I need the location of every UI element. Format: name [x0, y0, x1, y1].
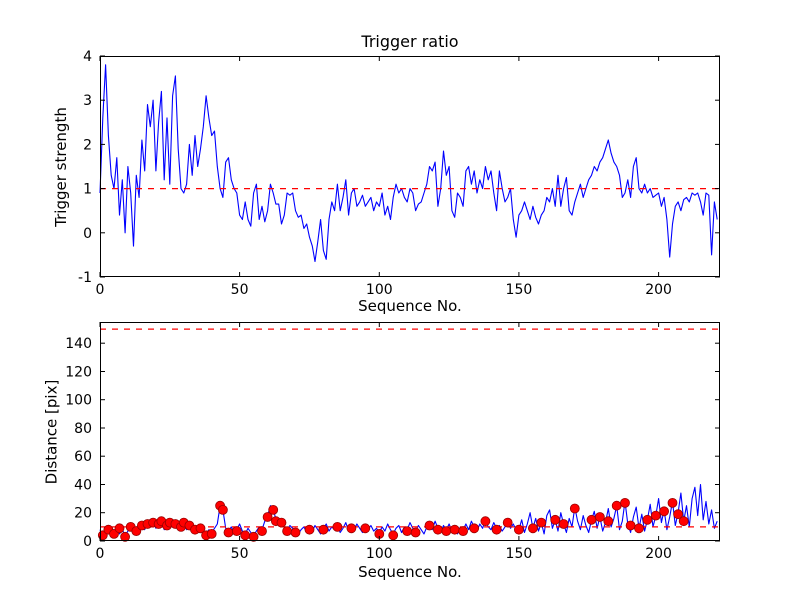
y-tick-label: 60: [74, 449, 92, 465]
scatter-point: [642, 514, 653, 525]
y-tick-label: -1: [78, 270, 92, 286]
scatter-point: [558, 519, 569, 529]
scatter-point: [304, 524, 315, 535]
y-tick-label: 1: [83, 182, 92, 198]
scatter-point: [667, 497, 678, 508]
scatter-point: [346, 523, 357, 534]
scatter-point: [223, 527, 234, 538]
y-tick-label: 20: [74, 506, 92, 522]
y-tick-label: 0: [83, 534, 92, 550]
x-tick-label: 100: [366, 546, 393, 562]
scatter-point: [257, 526, 267, 537]
scatter-point: [536, 517, 547, 528]
scatter-point: [206, 528, 217, 539]
scatter-point: [594, 512, 605, 522]
scatter-point: [282, 526, 293, 537]
scatter-point: [360, 523, 371, 534]
x-axis-label-bottom: Sequence No.: [358, 563, 462, 581]
x-tick-label: 50: [231, 282, 249, 298]
x-tick-label: 0: [96, 282, 105, 298]
y-tick-label: 80: [74, 421, 92, 437]
scatter-point: [218, 504, 228, 515]
scatter-point: [458, 526, 469, 537]
axes-frame: [100, 322, 720, 541]
x-tick-label: 50: [231, 546, 249, 562]
y-tick-label: 0: [83, 226, 92, 242]
scatter-point: [650, 510, 661, 521]
scatter-point: [659, 506, 669, 517]
scatter-point: [620, 497, 630, 508]
scatter-point: [569, 503, 580, 514]
x-axis-label-top: Sequence No.: [358, 297, 462, 315]
scatter-point: [248, 531, 259, 542]
x-tick-label: 0: [96, 546, 105, 562]
scatter-point: [673, 509, 683, 520]
scatter-point: [402, 526, 413, 537]
scatter-point: [550, 514, 561, 525]
y-axis-label-top: Trigger strength: [52, 106, 70, 227]
x-tick-label: 200: [645, 282, 672, 298]
y-tick-label: 40: [74, 478, 92, 494]
axes-frame: [100, 56, 720, 277]
y-tick-label: 120: [65, 365, 92, 381]
scatter-point: [120, 531, 131, 542]
scatter-point: [678, 516, 689, 527]
scatter-point: [441, 526, 452, 537]
scatter-point: [449, 524, 460, 535]
y-axis-label-top-wrap: Trigger strength: [50, 56, 72, 277]
y-axis-label-bottom-wrap: Distance [pix]: [40, 322, 62, 541]
scatter-point: [603, 516, 614, 527]
scatter-point: [586, 514, 597, 525]
scatter-point: [625, 520, 636, 531]
scatter-point: [332, 521, 343, 532]
scatter-point: [424, 520, 435, 531]
x-tick-label: 200: [645, 546, 672, 562]
scatter-point: [611, 500, 622, 511]
scatter-point: [480, 516, 491, 527]
scatter-point: [513, 524, 524, 535]
scatter-point: [491, 524, 502, 535]
y-tick-label: 140: [65, 336, 92, 352]
y-tick-label: 100: [65, 393, 92, 409]
x-tick-label: 100: [366, 282, 393, 298]
chart-title: Trigger ratio: [361, 32, 459, 51]
scatter-point: [502, 517, 513, 528]
scatter-point: [388, 530, 399, 541]
y-tick-label: 3: [83, 93, 92, 109]
scatter-point: [231, 526, 242, 537]
y-tick-label: 4: [83, 49, 92, 65]
scatter-point: [195, 523, 206, 534]
x-tick-label: 150: [506, 546, 533, 562]
scatter-point: [469, 523, 480, 534]
scatter-point: [527, 523, 538, 534]
scatter-point: [410, 527, 421, 538]
series-line-trigger-strength: [99, 64, 718, 263]
plot-area-bottom: 0 50 100 150 200 0 20 40 60 80 100 120 140: [65, 322, 720, 562]
scatter-point: [276, 517, 287, 528]
scatter-point: [240, 530, 251, 541]
scatter-point: [290, 527, 301, 538]
scatter-point: [318, 524, 329, 535]
scatter-point: [432, 524, 443, 535]
scatter-point: [114, 523, 125, 534]
scatter-point: [268, 504, 279, 515]
y-axis-label-bottom: Distance [pix]: [42, 379, 61, 484]
scatter-point: [634, 523, 644, 534]
x-tick-label: 150: [506, 282, 533, 298]
y-tick-label: 2: [83, 137, 92, 153]
scatter-point: [262, 512, 273, 522]
